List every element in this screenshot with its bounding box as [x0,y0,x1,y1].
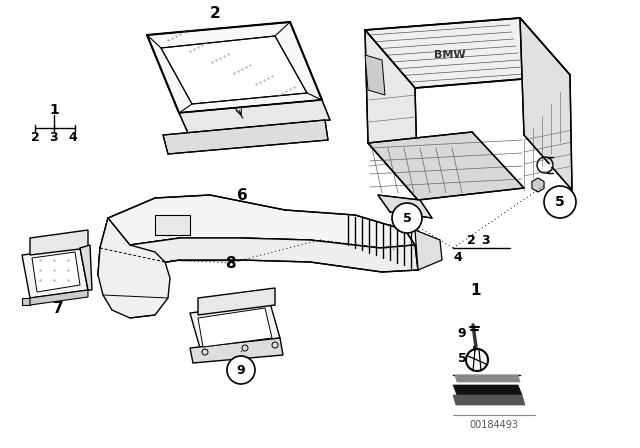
Text: 3: 3 [50,130,58,143]
Text: 1: 1 [49,103,59,117]
Polygon shape [190,303,280,348]
Text: 5: 5 [458,352,467,365]
Polygon shape [415,230,442,270]
Circle shape [227,356,255,384]
Polygon shape [32,252,80,292]
Polygon shape [520,18,572,190]
Text: 2: 2 [210,5,220,21]
Text: 00184493: 00184493 [470,420,518,430]
Polygon shape [198,288,275,315]
Polygon shape [365,30,418,200]
Polygon shape [147,22,322,113]
Polygon shape [190,338,283,363]
Polygon shape [365,18,570,88]
Polygon shape [100,195,415,248]
Polygon shape [30,290,88,305]
Text: 2: 2 [467,233,476,246]
Polygon shape [22,298,30,305]
Polygon shape [455,375,520,382]
Polygon shape [179,100,330,133]
Polygon shape [368,132,524,200]
Polygon shape [532,178,544,192]
Text: 5: 5 [555,195,565,209]
Polygon shape [98,218,170,318]
Text: 4: 4 [454,250,462,263]
Text: 7: 7 [52,301,63,315]
Text: BMW: BMW [434,50,466,60]
Text: 3: 3 [481,233,490,246]
Text: 9: 9 [237,363,245,376]
Polygon shape [30,230,88,255]
Text: 9: 9 [458,327,467,340]
Polygon shape [22,248,88,298]
Polygon shape [453,395,525,405]
Polygon shape [161,36,307,104]
Text: 2: 2 [31,130,40,143]
Text: 1: 1 [471,283,481,297]
Polygon shape [163,120,328,154]
Circle shape [392,203,422,233]
Text: 8: 8 [225,255,236,271]
Polygon shape [378,195,432,218]
Polygon shape [80,245,92,290]
Polygon shape [453,385,522,395]
Polygon shape [98,238,418,275]
Text: 4: 4 [68,130,77,143]
Circle shape [544,186,576,218]
Polygon shape [365,55,385,95]
Text: 5: 5 [403,211,412,224]
Polygon shape [155,215,190,235]
Text: 6: 6 [237,188,248,202]
Polygon shape [198,308,272,347]
